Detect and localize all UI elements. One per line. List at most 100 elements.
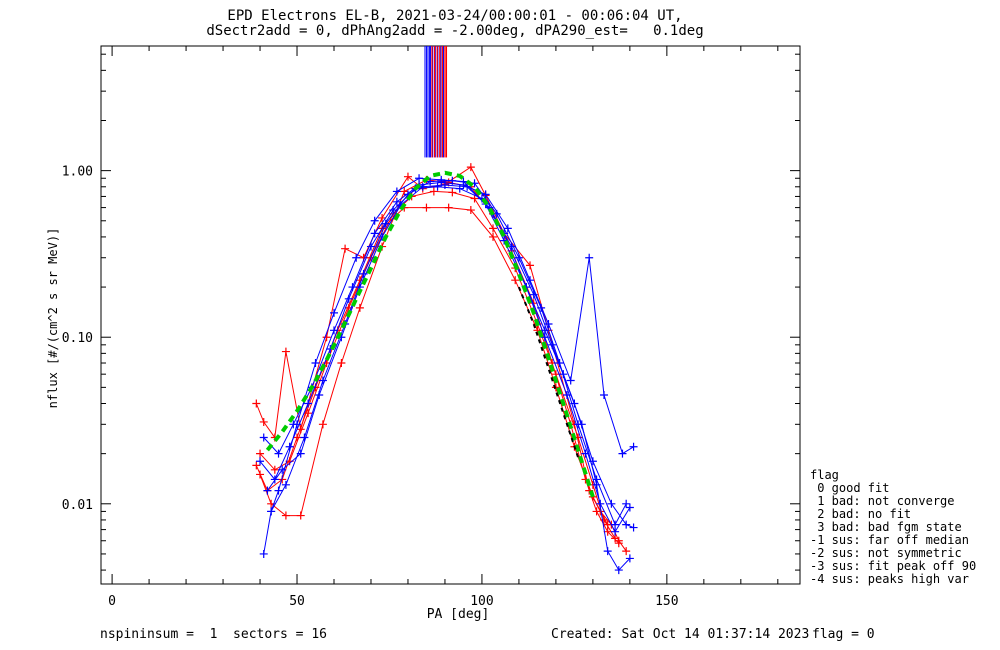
flag-legend: flag 0 good fit 1 bad: not converge 2 ba… (810, 469, 976, 586)
blue-data-point (370, 229, 379, 238)
red-data-point (489, 224, 498, 233)
legend-title: flag (810, 468, 839, 482)
blue-data-point (611, 527, 620, 536)
blue-data-point (555, 359, 564, 368)
red-data-point (511, 276, 520, 285)
red-data-point (337, 359, 346, 368)
red-data-point (281, 511, 290, 520)
y-tick-label: 0.01 (62, 498, 93, 513)
x-tick-label: 100 (470, 594, 493, 609)
blue-data-point (574, 420, 583, 429)
red-data-point (592, 507, 601, 516)
blue-data-point (433, 182, 442, 191)
blue-data-point (274, 486, 283, 495)
red-data-point (466, 206, 475, 215)
red-data-point (448, 188, 457, 197)
legend-item: -1 sus: far off median (810, 533, 969, 547)
red-data-point (603, 520, 612, 529)
red-data-point (256, 449, 265, 458)
red-series-line (255, 166, 627, 552)
red-series-line (259, 190, 616, 539)
chart-title-line-1: EPD Electrons EL-B, 2021-03-24/00:00:01 … (227, 8, 683, 24)
red-data-point (614, 539, 623, 548)
axes-frame (100, 45, 801, 585)
blue-series-line (266, 184, 634, 529)
blue-series-line (259, 186, 631, 533)
blue-data-point (426, 177, 435, 186)
blue-data-point (381, 219, 390, 228)
blue-data-point (566, 376, 575, 385)
black-fit-curve (517, 286, 580, 458)
red-data-point (466, 163, 475, 172)
red-data-point (270, 465, 279, 474)
blue-data-point (259, 433, 268, 442)
legend-item: -2 sus: not symmetric (810, 546, 962, 560)
red-data-point (281, 347, 290, 356)
blue-data-point (596, 499, 605, 508)
red-data-point (429, 187, 438, 196)
axis-ticks (101, 46, 800, 584)
red-data-point (444, 203, 453, 212)
red-data-point (355, 303, 364, 312)
footer-created-timestamp: Created: Sat Oct 14 01:37:14 2023 (551, 627, 810, 642)
blue-data-point (455, 184, 464, 193)
blue-data-point (618, 449, 627, 458)
red-data-point (489, 232, 498, 241)
footer-flag: flag = 0 (812, 627, 875, 642)
blue-data-point (344, 294, 353, 303)
red-data-point (259, 417, 268, 426)
plot-frame (100, 45, 801, 585)
blue-data-point (625, 554, 634, 563)
blue-data-point (607, 499, 616, 508)
footer-spin-info: nspininsum = 1 sectors = 16 (100, 627, 327, 642)
blue-data-point (274, 449, 283, 458)
blue-data-point (263, 486, 272, 495)
red-data-point (470, 194, 479, 203)
blue-data-point (311, 359, 320, 368)
red-data-point (422, 203, 431, 212)
vertical-line-bundle (424, 46, 448, 158)
blue-data-point (270, 475, 279, 484)
blue-data-point (592, 475, 601, 484)
legend-item: 2 bad: no fit (810, 507, 912, 521)
red-data-point (622, 547, 631, 556)
blue-data-point (318, 376, 327, 385)
series-layer (252, 163, 638, 575)
blue-data-point (370, 216, 379, 225)
blue-data-point (622, 520, 631, 529)
blue-data-point (304, 399, 313, 408)
blue-series-line (270, 180, 627, 526)
blue-data-point (585, 253, 594, 262)
red-data-point (403, 172, 412, 181)
blue-data-point (289, 420, 298, 429)
blue-data-point (256, 457, 265, 466)
y-tick-label: 0.10 (62, 331, 93, 346)
blue-data-point (611, 520, 620, 529)
x-tick-label: 0 (108, 594, 116, 609)
chart-title-line-2: dSectr2add = 0, dPhAng2add = -2.00deg, d… (206, 23, 704, 39)
blue-data-point (366, 242, 375, 251)
legend-item: -3 sus: fit peak off 90 (810, 559, 977, 573)
blue-data-point (622, 499, 631, 508)
blue-data-point (352, 253, 361, 262)
x-axis-label: PA [deg] (427, 607, 490, 622)
blue-data-point (625, 503, 634, 512)
blue-data-point (392, 187, 401, 196)
blue-data-point (359, 269, 368, 278)
red-data-point (378, 213, 387, 222)
blue-data-point (537, 303, 546, 312)
blue-data-point (267, 507, 276, 516)
red-data-point (551, 383, 560, 392)
red-data-point (318, 420, 327, 429)
blue-data-point (330, 308, 338, 317)
red-data-point (322, 333, 331, 342)
red-data-point (296, 511, 305, 520)
blue-data-point (599, 390, 608, 399)
red-data-point (526, 261, 535, 270)
legend-item: 0 good fit (810, 481, 890, 495)
blue-data-point (285, 442, 294, 451)
red-series-line (255, 207, 609, 525)
blue-data-point (614, 566, 623, 575)
blue-data-point (259, 549, 268, 558)
